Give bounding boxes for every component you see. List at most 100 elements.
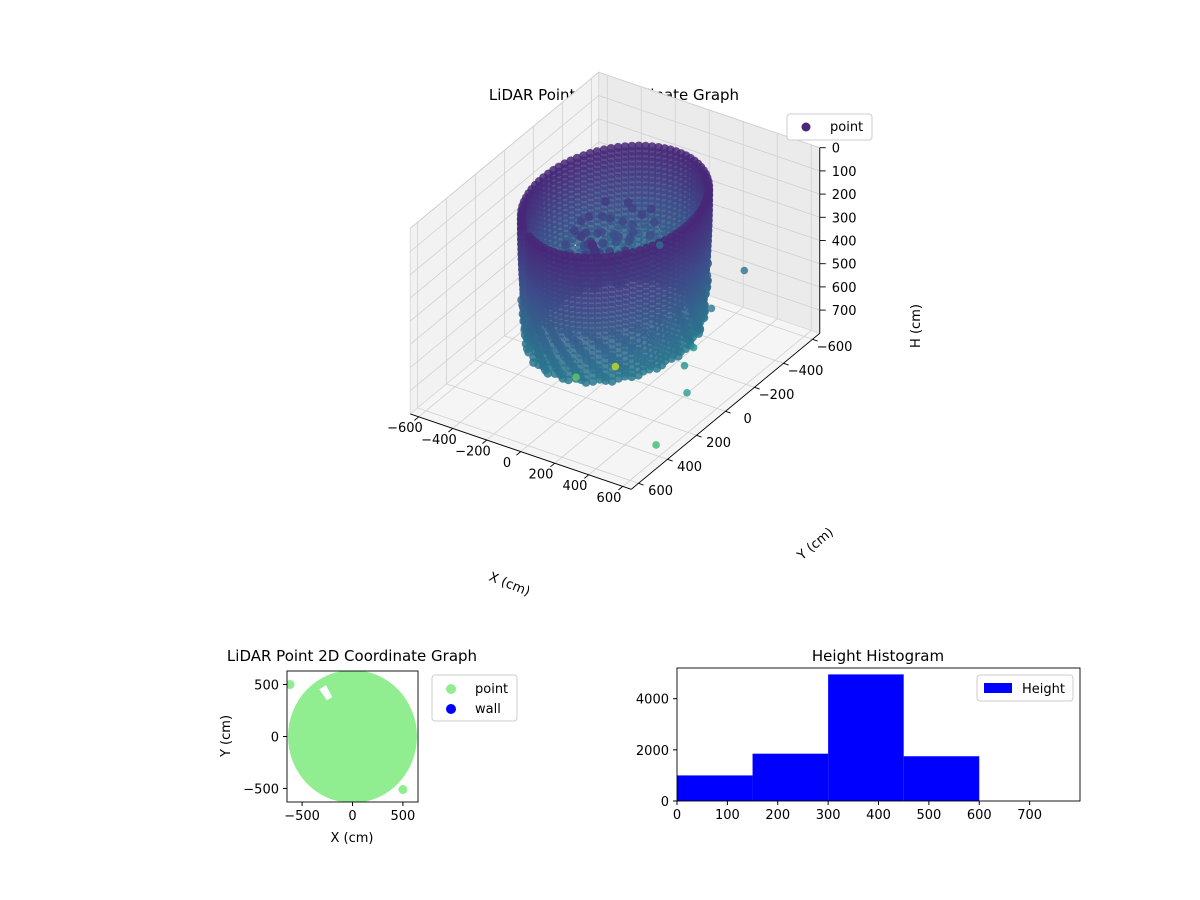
x-tick-label: 600 [597, 491, 622, 506]
outlier-point [740, 266, 749, 275]
x-tick-label: 0 [503, 456, 511, 471]
lidar-point [614, 251, 624, 260]
y-tick-label: −400 [788, 364, 824, 379]
z-tick-label: 700 [832, 304, 857, 319]
outlier-point [572, 373, 580, 382]
lidar-point [541, 339, 550, 349]
chart-3d-legend-frame [786, 113, 873, 141]
x-tick-label: 100 [715, 808, 740, 823]
y-tick [638, 482, 644, 486]
lidar-point [568, 357, 578, 367]
wall-gap [319, 685, 333, 701]
lidar-point [606, 222, 616, 231]
histogram-title: Height Histogram [812, 647, 944, 665]
outlier-point [680, 361, 689, 370]
y-tick-label: 4000 [636, 693, 669, 708]
grid-y-floor [417, 407, 639, 484]
lidar-point [600, 339, 610, 348]
lidar-point [593, 253, 603, 263]
x-tick-label: 200 [529, 468, 554, 483]
lidar-point [642, 243, 651, 253]
lidar-point [564, 375, 573, 385]
x-tick [482, 439, 488, 444]
outlier-point [652, 441, 660, 449]
lidar-point [611, 237, 621, 247]
chart-2d-plot: −500 0 500 −500 0 500 [243, 670, 419, 824]
lidar-point [607, 376, 617, 386]
lidar-point [576, 232, 586, 242]
lidar-point [546, 351, 556, 361]
lidar-point [580, 344, 590, 354]
x-tick-label: 0 [673, 808, 681, 823]
grid-z-y [598, 95, 820, 172]
x-tick-label: 400 [563, 479, 588, 494]
chart-2d-legend-label-wall: wall [475, 702, 501, 717]
y-tick [667, 458, 673, 462]
chart-2d-title: LiDAR Point 2D Coordinate Graph [227, 647, 477, 665]
x-axis-line [410, 413, 632, 490]
lidar-point [614, 351, 624, 361]
lidar-point [682, 339, 692, 349]
histogram-legend-frame [976, 674, 1074, 702]
y-tick-label: −200 [759, 388, 795, 403]
chart-2d-ylabel: Y (cm) [219, 715, 234, 758]
lidar-point [607, 252, 617, 261]
height-histogram: Height Histogram 0 100 200 300 400 500 600 7000… [636, 647, 1081, 823]
y-tick-label: −500 [243, 782, 279, 797]
grid-z-y [598, 118, 820, 195]
x-tick [414, 416, 420, 421]
lidar-point [601, 197, 610, 206]
chart-2d-marks [287, 671, 417, 802]
histogram-legend-label: Height [1022, 682, 1065, 697]
z-tick-label: 0 [832, 142, 840, 157]
lidar-point [518, 221, 528, 231]
lidar-point [600, 368, 610, 377]
y-tick-label: 500 [254, 679, 279, 694]
lidar-point [573, 334, 583, 343]
x-tick [618, 486, 624, 491]
lidar-point [594, 363, 603, 373]
chart-3d-legend-label: point [830, 120, 863, 135]
lidar-point [584, 212, 594, 222]
outlier-point [656, 241, 664, 249]
outlier-point [683, 389, 691, 397]
lidar-point [586, 253, 596, 263]
x-tick-label: 500 [916, 808, 941, 823]
chart-2d-legend-marker-point [446, 684, 456, 694]
chart-3d: LiDAR Point 3D Coordinate Graph −600−400… [387, 71, 924, 600]
y-tick [725, 410, 731, 414]
lidar-point [562, 346, 571, 356]
lidar-point [624, 236, 634, 246]
y-tick [696, 434, 702, 438]
outlier-point [287, 680, 295, 690]
y-tick [812, 338, 818, 342]
y-tick-label: 0 [743, 412, 751, 427]
y-tick [783, 362, 789, 366]
x-tick-label: 600 [967, 808, 992, 823]
lidar-point [628, 248, 638, 257]
lidar-point [576, 216, 586, 226]
grid-y-floor [475, 359, 697, 436]
lidar-point [567, 252, 576, 261]
lidar-point [641, 324, 651, 334]
chart-2d-xlabel: X (cm) [331, 831, 374, 846]
x-tick-label: −500 [284, 809, 320, 824]
x-tick-label: 200 [765, 808, 790, 823]
lidar-point [598, 238, 608, 248]
z-tick-label: 300 [832, 211, 857, 226]
lidar-point [635, 246, 645, 255]
lidar-point [551, 358, 561, 368]
chart-3d-ylabel: Y (cm) [794, 525, 837, 564]
lidar-point [666, 313, 675, 323]
lidar-point [628, 220, 637, 230]
x-tick-label: −200 [455, 444, 491, 459]
lidar-point [621, 249, 631, 259]
histogram-plot: 0 100 200 300 400 500 600 700 0 2000 4000 [636, 667, 1081, 823]
lidar-point [593, 334, 603, 344]
point-disc [288, 671, 417, 802]
lidar-point [561, 240, 570, 249]
z-tick-label: 600 [832, 281, 857, 296]
lidar-point [637, 210, 647, 220]
outlier-point [398, 785, 408, 795]
z-tick-label: 500 [832, 258, 857, 273]
